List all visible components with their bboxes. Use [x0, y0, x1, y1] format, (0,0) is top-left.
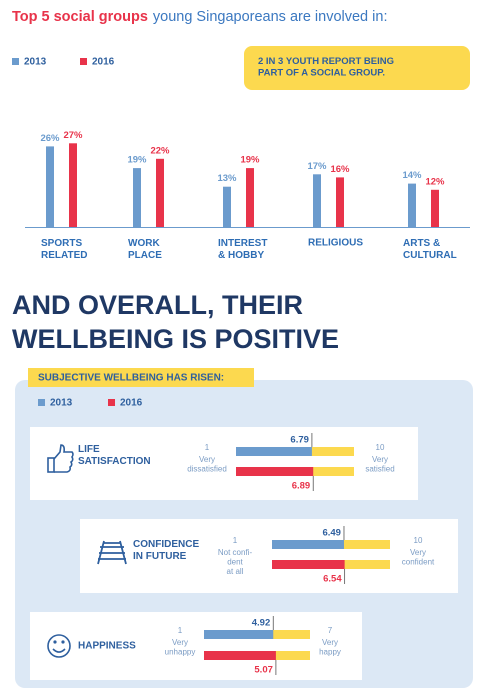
scale-max-label: Very satisfied	[365, 455, 394, 474]
icon-smile	[47, 634, 71, 658]
x-tick-label: RELIGIOUS	[308, 238, 363, 249]
bar	[408, 183, 416, 227]
scale-max: 10	[414, 536, 423, 545]
value-label: 16%	[330, 164, 350, 175]
x-tick-label: WORK PLACE	[128, 238, 162, 261]
scale-max: 10	[376, 443, 385, 452]
legend-swatch	[108, 399, 115, 406]
value-label: 4.92	[252, 618, 271, 629]
scale-max: 7	[328, 626, 333, 635]
bar	[246, 168, 254, 227]
category-label: LIFE SATISFACTION	[78, 444, 151, 467]
value-label: 26%	[40, 133, 60, 144]
legend-label: 2016	[120, 398, 143, 409]
legend-swatch	[80, 58, 87, 65]
legend-label: 2013	[50, 398, 73, 409]
scale-max-label: Very happy	[319, 638, 341, 657]
x-tick-label: SPORTS RELATED	[41, 238, 87, 261]
icon-thumb	[47, 444, 74, 473]
value-label: 6.49	[322, 528, 341, 539]
callout: 2 IN 3 YOUTH REPORT BEING PART OF A SOCIA…	[258, 56, 394, 78]
card	[80, 519, 458, 593]
value-label: 19%	[127, 155, 147, 166]
value-label: 14%	[402, 170, 422, 181]
bar	[133, 168, 141, 227]
value-label: 22%	[150, 145, 170, 156]
value-label: 12%	[425, 176, 445, 187]
card	[30, 612, 362, 680]
scale-min-label: Very unhappy	[165, 638, 196, 657]
bar	[69, 143, 77, 227]
callout-box	[244, 46, 470, 90]
value-label: 6.89	[292, 481, 311, 492]
bar	[236, 467, 314, 476]
card	[30, 427, 418, 500]
value-label: 13%	[217, 173, 237, 184]
title-highlight: Top 5 social groups	[12, 9, 148, 25]
legend-swatch	[38, 399, 45, 406]
bar	[204, 630, 274, 639]
legend-swatch	[12, 58, 19, 65]
scale-min: 1	[233, 536, 238, 545]
category-label: HAPPINESS	[78, 641, 136, 652]
bar	[223, 186, 231, 227]
scale-min: 1	[178, 626, 183, 635]
scale-min-label: Not confi-dent at all	[218, 548, 253, 576]
panel-label-box	[28, 368, 254, 387]
icon-rail	[97, 540, 127, 565]
scale-max-label: Very confident	[402, 548, 435, 567]
bar	[46, 146, 54, 227]
value-label: 6.79	[290, 435, 309, 446]
scale-min-label: Very dissatisfied	[187, 455, 227, 474]
value-label: 19%	[240, 155, 260, 166]
value-label: 5.07	[254, 665, 273, 676]
value-label: 17%	[307, 161, 327, 172]
bar	[336, 177, 344, 227]
bar	[204, 651, 276, 660]
bar	[236, 447, 312, 456]
panel-label: SUBJECTIVE WELLBEING HAS RISEN:	[38, 373, 224, 384]
bar	[272, 560, 345, 569]
title: Top 5 social groups young Singaporeans ar…	[12, 9, 387, 25]
bar	[272, 540, 344, 549]
bar	[156, 158, 164, 227]
x-tick-label: ARTS & CULTURAL	[403, 238, 457, 261]
category-label: CONFIDENCE IN FUTURE	[133, 539, 199, 562]
scale-min: 1	[205, 443, 210, 452]
legend-label: 2016	[92, 57, 115, 68]
heading: AND OVERALL, THEIR WELLBEING IS POSITIVE	[12, 290, 339, 354]
title-rest: young Singaporeans are involved in:	[153, 9, 388, 25]
bar	[431, 189, 439, 227]
bar	[313, 174, 321, 227]
legend-label: 2013	[24, 57, 47, 68]
x-tick-label: INTEREST & HOBBY	[218, 238, 267, 261]
value-label: 27%	[63, 130, 83, 141]
value-label: 6.54	[323, 574, 342, 585]
